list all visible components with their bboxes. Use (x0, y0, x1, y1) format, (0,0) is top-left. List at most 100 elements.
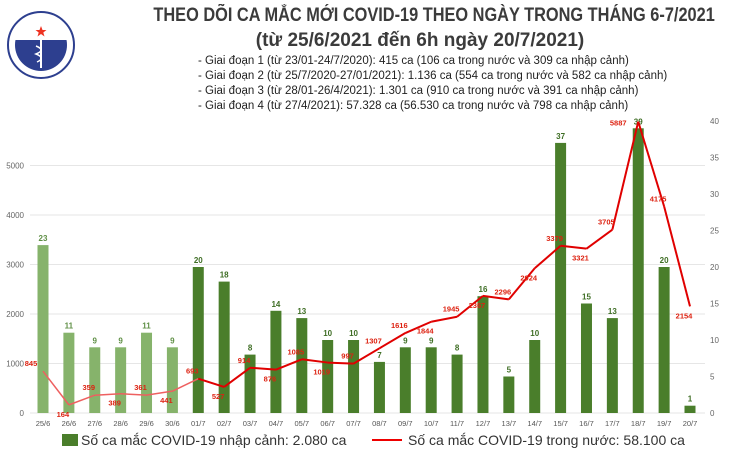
x-axis-tick: 14/7 (527, 419, 542, 428)
bar-imported (658, 267, 670, 413)
phase-1: - Giai đoạn 1 (từ 23/01-24/7/2020): 415 … (198, 55, 629, 67)
line-data-label: 441 (160, 396, 173, 405)
x-axis-tick: 26/6 (62, 419, 77, 428)
bar-imported (218, 281, 230, 413)
bar-data-label: 5 (507, 366, 512, 375)
bar-data-label: 9 (429, 336, 434, 345)
bar-data-label: 7 (377, 351, 382, 360)
x-axis-tick: 28/6 (113, 419, 128, 428)
bar-imported (348, 340, 360, 413)
right-axis-tick: 30 (710, 190, 719, 199)
line-segment-domestic (120, 392, 147, 396)
bar-imported (89, 347, 101, 413)
right-axis-tick: 0 (710, 409, 715, 418)
bar-imported (632, 128, 644, 414)
bar-imported (555, 142, 567, 413)
bar-data-label: 9 (170, 336, 175, 345)
bar-imported (373, 361, 385, 413)
legend-domestic: Số ca mắc COVID-19 trong nước: 58.100 ca (372, 432, 685, 448)
left-axis-tick: 5000 (6, 162, 24, 171)
bar-data-label: 18 (220, 271, 229, 280)
line-data-label: 2154 (676, 311, 694, 320)
x-axis-tick: 29/6 (139, 419, 154, 428)
line-data-label: 3705 (598, 218, 615, 227)
line-segment-domestic (404, 320, 432, 334)
right-axis-tick: 35 (710, 154, 719, 163)
line-segment-domestic (223, 366, 251, 388)
bar-imported (192, 267, 204, 413)
bar-imported (166, 347, 178, 413)
line-data-label: 2367 (469, 301, 486, 310)
x-axis-tick: 09/7 (398, 419, 413, 428)
left-axis-tick: 0 (20, 409, 25, 418)
left-axis-tick: 4000 (6, 211, 24, 220)
legend-line-swatch (372, 439, 402, 441)
line-data-label: 3379 (546, 234, 563, 243)
x-axis-tick: 13/7 (502, 419, 517, 428)
bar-data-label: 11 (142, 322, 151, 331)
bar-imported (322, 340, 334, 413)
phase-2: - Giai đoạn 2 (từ 25/7/2020-27/01/2021):… (198, 70, 668, 82)
line-segment-domestic (301, 358, 328, 364)
x-axis-tick: 05/7 (294, 419, 309, 428)
bar-data-label: 11 (65, 322, 74, 331)
bar-data-label: 9 (93, 336, 98, 345)
line-data-label: 2296 (494, 287, 511, 296)
bar-imported (451, 354, 463, 413)
line-data-label: 389 (108, 399, 121, 408)
legend-imported-label: Số ca mắc COVID-19 nhập cảnh: 2.080 ca (81, 432, 347, 448)
bar-imported (141, 332, 153, 413)
bar-data-label: 37 (556, 132, 565, 141)
line-segment-domestic (327, 361, 354, 365)
line-data-label: 1945 (443, 305, 460, 314)
x-axis-tick: 25/6 (36, 419, 51, 428)
bar-data-label: 15 (582, 293, 591, 302)
x-axis-tick: 12/7 (476, 419, 491, 428)
line-segment-domestic (482, 294, 509, 301)
bar-data-label: 9 (118, 336, 123, 345)
line-segment-domestic (172, 378, 199, 392)
ministry-of-health-logo (7, 11, 75, 79)
x-axis-tick: 01/7 (191, 419, 206, 428)
bar-data-label: 13 (608, 307, 617, 316)
line-data-label: 693 (186, 367, 199, 376)
x-axis-tick: 17/7 (605, 419, 620, 428)
x-axis-tick: 06/7 (320, 419, 335, 428)
line-data-label: 359 (83, 383, 96, 392)
bar-data-label: 10 (323, 329, 332, 338)
bar-imported (606, 318, 618, 413)
line-data-label: 2924 (520, 273, 538, 282)
bar-imported (37, 245, 49, 413)
line-segment-domestic (249, 366, 276, 371)
line-segment-domestic (663, 206, 691, 307)
bar-data-label: 10 (530, 329, 539, 338)
bar-imported (425, 347, 437, 413)
x-axis-tick: 08/7 (372, 419, 387, 428)
right-axis-tick: 5 (710, 373, 715, 382)
line-data-label: 914 (238, 356, 251, 365)
phase-3: - Giai đoạn 3 (từ 28/01-26/4/2021): 1.30… (198, 85, 639, 97)
right-axis-tick: 20 (710, 263, 719, 272)
x-axis-tick: 02/7 (217, 419, 232, 428)
line-data-label: 361 (134, 383, 147, 392)
line-data-label: 5887 (610, 119, 627, 128)
line-segment-domestic (534, 245, 562, 270)
x-axis-tick: 07/7 (346, 419, 361, 428)
right-axis-tick: 25 (710, 227, 719, 236)
line-data-label: 1844 (417, 327, 435, 336)
left-axis-tick: 3000 (6, 261, 24, 270)
chart-title: THEO DÕI CA MẮC MỚI COVID-19 THEO NGÀY T… (153, 5, 715, 26)
bar-imported (477, 296, 489, 413)
bar-data-label: 23 (39, 234, 48, 243)
line-segment-domestic (146, 390, 173, 396)
line-segment-domestic (42, 370, 70, 406)
line-data-label: 4175 (650, 194, 667, 203)
x-axis-tick: 04/7 (269, 419, 284, 428)
bar-data-label: 10 (349, 329, 358, 338)
bar-imported (529, 340, 541, 413)
x-axis-tick: 19/7 (657, 419, 672, 428)
line-data-label: 845 (25, 359, 38, 368)
line-data-label: 1616 (391, 321, 408, 330)
x-axis-tick: 15/7 (553, 419, 568, 428)
